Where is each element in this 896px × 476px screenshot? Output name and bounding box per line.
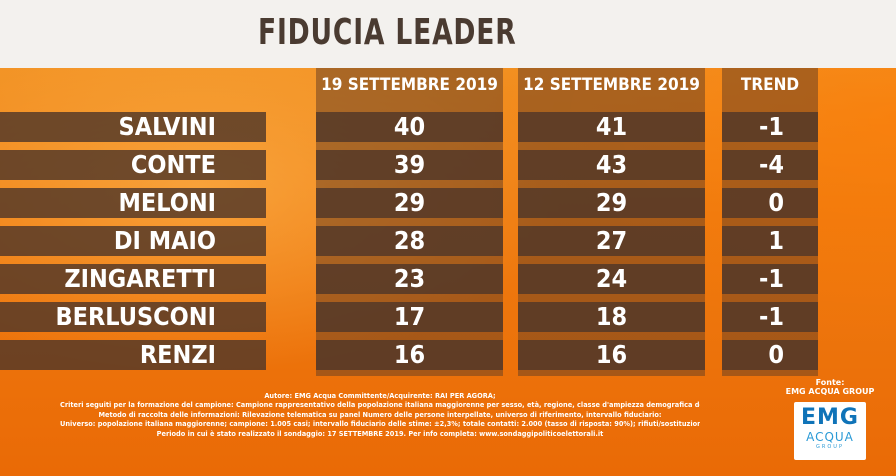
table-row: ZINGARETTI 23 24 -1 bbox=[0, 264, 896, 294]
emg-acqua-logo: EMG ACQUA GROUP bbox=[794, 402, 866, 460]
value-19-settembre: 28 bbox=[316, 226, 503, 256]
leader-name: BERLUSCONI bbox=[0, 302, 266, 332]
leader-name: DI MAIO bbox=[0, 226, 266, 256]
table-row: SALVINI 40 41 -1 bbox=[0, 112, 896, 142]
trend-value: 0 bbox=[722, 188, 818, 218]
footnote-line: Metodo di raccolta delle informazioni: R… bbox=[98, 410, 662, 419]
logo-line: GROUP bbox=[816, 444, 844, 450]
trend-value: -1 bbox=[722, 264, 818, 294]
logo-line: ACQUA bbox=[806, 430, 854, 444]
value-19-settembre: 16 bbox=[316, 340, 503, 370]
table-row: BERLUSCONI 17 18 -1 bbox=[0, 302, 896, 332]
page-title: FIDUCIA LEADER bbox=[258, 12, 517, 53]
title-bar bbox=[0, 0, 896, 68]
table-row: CONTE 39 43 -4 bbox=[0, 150, 896, 180]
column-header-19-settembre: 19 SETTEMBRE 2019 bbox=[321, 75, 498, 95]
trend-value: -4 bbox=[722, 150, 818, 180]
footnote-line: Criteri seguiti per la formazione del ca… bbox=[60, 401, 700, 410]
value-19-settembre: 17 bbox=[316, 302, 503, 332]
value-19-settembre: 29 bbox=[316, 188, 503, 218]
value-12-settembre: 41 bbox=[518, 112, 705, 142]
leader-name: CONTE bbox=[0, 150, 266, 180]
trend-value: -1 bbox=[722, 302, 818, 332]
methodology-footnote: Autore: EMG Acqua Committente/Acquirente… bbox=[60, 392, 700, 439]
leader-name: SALVINI bbox=[0, 112, 266, 142]
footnote-line: Universo: popolazione italiana maggioren… bbox=[60, 420, 700, 429]
value-12-settembre: 16 bbox=[518, 340, 705, 370]
value-12-settembre: 43 bbox=[518, 150, 705, 180]
table-row: MELONI 29 29 0 bbox=[0, 188, 896, 218]
source-label: Fonte: bbox=[815, 378, 845, 387]
trend-value: 0 bbox=[722, 340, 818, 370]
source-credit: Fonte: EMG ACQUA GROUP bbox=[770, 378, 890, 396]
trend-value: 1 bbox=[722, 226, 818, 256]
source-name: EMG ACQUA GROUP bbox=[785, 387, 875, 396]
leader-name: ZINGARETTI bbox=[0, 264, 266, 294]
column-header-trend: TREND bbox=[740, 75, 800, 95]
logo-line: EMG bbox=[801, 405, 859, 430]
footnote-line: Periodo in cui è stato realizzato il son… bbox=[156, 429, 604, 438]
column-header-12-settembre: 12 SETTEMBRE 2019 bbox=[523, 75, 700, 95]
table-row: RENZI 16 16 0 bbox=[0, 340, 896, 370]
table-row: DI MAIO 28 27 1 bbox=[0, 226, 896, 256]
leader-name: RENZI bbox=[0, 340, 266, 370]
value-19-settembre: 40 bbox=[316, 112, 503, 142]
value-19-settembre: 39 bbox=[316, 150, 503, 180]
value-12-settembre: 24 bbox=[518, 264, 705, 294]
value-12-settembre: 27 bbox=[518, 226, 705, 256]
value-19-settembre: 23 bbox=[316, 264, 503, 294]
trend-value: -1 bbox=[722, 112, 818, 142]
value-12-settembre: 18 bbox=[518, 302, 705, 332]
footnote-line: Autore: EMG Acqua Committente/Acquirente… bbox=[264, 392, 496, 400]
value-12-settembre: 29 bbox=[518, 188, 705, 218]
leader-name: MELONI bbox=[0, 188, 266, 218]
